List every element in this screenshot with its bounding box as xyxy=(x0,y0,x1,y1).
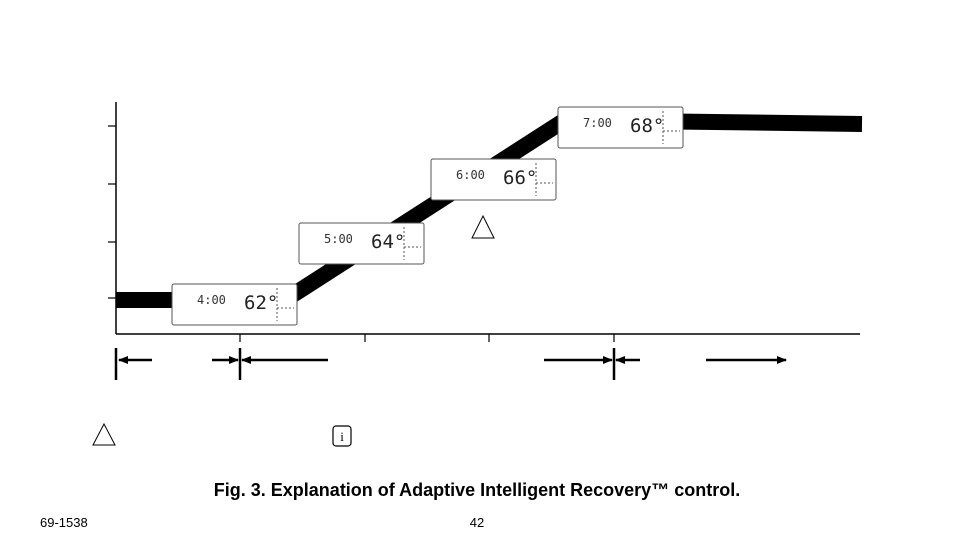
display-segment-outline xyxy=(276,288,294,321)
axis-ticks xyxy=(108,125,615,342)
page-number: 42 xyxy=(470,515,484,530)
doc-number: 69-1538 xyxy=(40,515,88,530)
display-time: 7:00 xyxy=(583,116,612,130)
display-time: 5:00 xyxy=(324,232,353,246)
display-segment-outline xyxy=(662,111,680,144)
thermostat-display: 6:00 66° xyxy=(430,158,557,201)
diagram: 4:00 62° 5:00 64° 6:00 66° 7:00 68° xyxy=(108,102,863,380)
info-icon: i xyxy=(332,425,352,447)
svg-text:i: i xyxy=(340,429,344,444)
display-frame xyxy=(557,106,684,149)
caption: Fig. 3. Explanation of Adaptive Intellig… xyxy=(214,480,740,500)
thermostat-display: 7:00 68° xyxy=(557,106,684,149)
display-frame xyxy=(298,222,425,265)
display-segment-outline xyxy=(535,163,553,196)
warning-icon xyxy=(471,214,495,239)
display-temperature: 68° xyxy=(630,115,664,137)
warning-icon xyxy=(92,422,116,446)
display-time: 4:00 xyxy=(197,293,226,307)
display-frame xyxy=(430,158,557,201)
display-temperature: 62° xyxy=(244,292,278,314)
display-frame xyxy=(171,283,298,326)
display-temperature: 64° xyxy=(371,231,405,253)
temperature-ramp xyxy=(116,111,863,308)
thermostat-display: 4:00 62° xyxy=(171,283,298,326)
display-temperature: 66° xyxy=(503,167,537,189)
display-time: 6:00 xyxy=(456,168,485,182)
displays: 4:00 62° 5:00 64° 6:00 66° 7:00 68° xyxy=(171,106,684,326)
display-segment-outline xyxy=(403,227,421,260)
thermostat-display: 5:00 64° xyxy=(298,222,425,265)
timing-arrows xyxy=(114,348,787,380)
